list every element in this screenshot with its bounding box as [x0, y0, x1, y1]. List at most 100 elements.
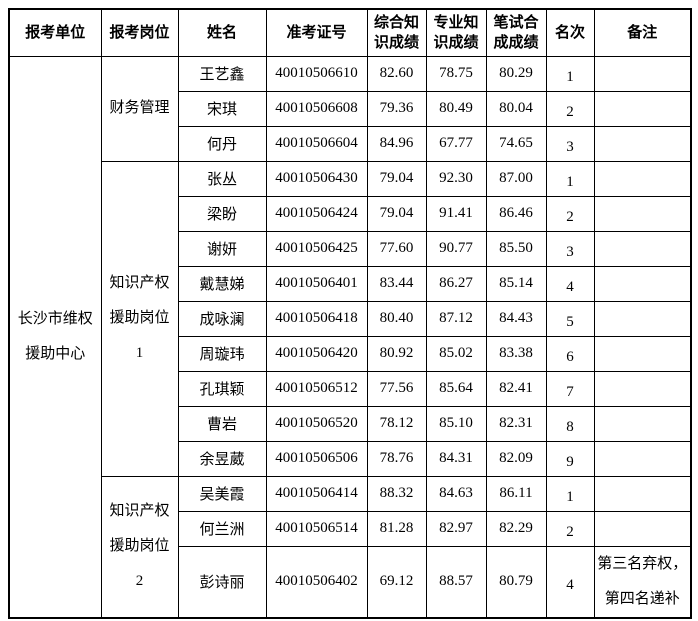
- professional-score-cell: 88.57: [425, 545, 487, 618]
- remark-cell: 第三名弃权， 第四名递补: [593, 545, 692, 618]
- comprehensive-score-cell: 79.04: [366, 160, 427, 197]
- name-cell: 吴美霞: [177, 475, 267, 512]
- name-cell: 彭诗丽: [177, 545, 267, 618]
- rank-cell: 4: [545, 545, 595, 618]
- remark-cell: [593, 90, 692, 127]
- professional-score-cell: 67.77: [425, 125, 487, 162]
- comprehensive-score-cell: 77.60: [366, 230, 427, 267]
- comprehensive-score-cell: 78.12: [366, 405, 427, 442]
- composite-score-cell: 86.46: [485, 195, 547, 232]
- professional-score-cell: 78.75: [425, 55, 487, 92]
- rank-value: 1: [566, 489, 574, 505]
- professional-score-cell: 80.49: [425, 90, 487, 127]
- table-row: 周璇玮 40010506420 80.92 85.02 83.38 6: [9, 335, 692, 372]
- ticket-cell: 40010506402: [265, 545, 368, 618]
- name-cell: 孔琪颖: [177, 370, 267, 407]
- ticket-cell: 40010506430: [265, 160, 368, 197]
- header-rank: 名次: [545, 8, 595, 57]
- rank-value: 3: [566, 244, 574, 260]
- header-row: 报考单位 报考岗位 姓名 准考证号 综合知 识成绩 专业知 识成绩 笔试合 成成…: [8, 8, 692, 57]
- ticket-cell: 40010506418: [265, 300, 368, 337]
- comprehensive-score-cell: 77.56: [366, 370, 427, 407]
- table-row: 曹岩 40010506520 78.12 85.10 82.31 8: [9, 405, 692, 442]
- remark-cell: [593, 265, 692, 302]
- name-cell: 何丹: [177, 125, 267, 162]
- composite-score-cell: 74.65: [485, 125, 547, 162]
- remark-cell: [593, 475, 692, 512]
- ticket-cell: 40010506401: [265, 265, 368, 302]
- unit-cell: 长沙市维权 援助中心: [8, 55, 102, 618]
- position-cell: 财务管理: [100, 55, 179, 162]
- remark-cell: [593, 440, 692, 477]
- composite-score-cell: 87.00: [485, 160, 547, 197]
- composite-score-cell: 82.09: [485, 440, 547, 477]
- header-name: 姓名: [177, 8, 267, 57]
- table-row: 宋琪 40010506608 79.36 80.49 80.04 2: [9, 90, 692, 127]
- rank-value: 1: [566, 69, 574, 85]
- professional-score-cell: 90.77: [425, 230, 487, 267]
- table-header: 报考单位 报考岗位 姓名 准考证号 综合知 识成绩 专业知 识成绩 笔试合 成成…: [8, 8, 692, 57]
- composite-score-cell: 82.41: [485, 370, 547, 407]
- header-unit: 报考单位: [8, 8, 102, 57]
- comprehensive-score-cell: 82.60: [366, 55, 427, 92]
- professional-score-cell: 87.12: [425, 300, 487, 337]
- table-row: 戴慧娣 40010506401 83.44 86.27 85.14 4: [9, 265, 692, 302]
- score-table-body: 长沙市维权 援助中心 财务管理 王艺鑫 40010506610 82.60 78.75 80…: [8, 55, 692, 618]
- rank-cell: 4: [545, 265, 595, 302]
- position-cell: 知识产权 援助岗位 1: [100, 160, 179, 477]
- rank-value: 4: [566, 577, 574, 593]
- comprehensive-score-cell: 88.32: [366, 475, 427, 512]
- table-row: 知识产权 援助岗位 1 张丛 40010506430 79.04 92.30 87.00 1: [9, 160, 692, 477]
- rank-cell: 7: [545, 370, 595, 407]
- header-professional-score: 专业知 识成绩: [425, 8, 487, 57]
- ticket-cell: 40010506414: [265, 475, 368, 512]
- rank-value: 4: [566, 279, 574, 295]
- table-row: 知识产权 援助岗位 2 吴美霞 40010506414 88.32 84.63 86.11…: [9, 475, 692, 618]
- name-cell: 宋琪: [177, 90, 267, 127]
- ticket-cell: 40010506424: [265, 195, 368, 232]
- remark-cell: [593, 510, 692, 547]
- professional-score-cell: 82.97: [425, 510, 487, 547]
- rank-value: 2: [566, 524, 574, 540]
- name-cell: 谢妍: [177, 230, 267, 267]
- ticket-cell: 40010506512: [265, 370, 368, 407]
- header-composite-score: 笔试合 成成绩: [485, 8, 547, 57]
- rank-value: 5: [566, 314, 574, 330]
- rank-value: 1: [566, 174, 574, 190]
- rank-value: 3: [566, 139, 574, 155]
- rank-cell: 1: [545, 55, 595, 92]
- ticket-cell: 40010506506: [265, 440, 368, 477]
- comprehensive-score-cell: 81.28: [366, 510, 427, 547]
- remark-cell: [593, 160, 692, 197]
- composite-score-cell: 80.29: [485, 55, 547, 92]
- professional-score-cell: 84.63: [425, 475, 487, 512]
- rank-cell: 3: [545, 125, 595, 162]
- rank-cell: 8: [545, 405, 595, 442]
- ticket-cell: 40010506420: [265, 335, 368, 372]
- name-cell: 何兰洲: [177, 510, 267, 547]
- rank-value: 2: [566, 209, 574, 225]
- rank-value: 6: [566, 349, 574, 365]
- remark-cell: [593, 55, 692, 92]
- ticket-cell: 40010506514: [265, 510, 368, 547]
- composite-score-cell: 85.14: [485, 265, 547, 302]
- composite-score-cell: 80.04: [485, 90, 547, 127]
- rank-value: 2: [566, 104, 574, 120]
- professional-score-cell: 91.41: [425, 195, 487, 232]
- rank-cell: 3: [545, 230, 595, 267]
- name-cell: 曹岩: [177, 405, 267, 442]
- remark-cell: [593, 300, 692, 337]
- name-cell: 张丛: [177, 160, 267, 197]
- rank-cell: 2: [545, 195, 595, 232]
- header-position: 报考岗位: [100, 8, 179, 57]
- header-remark: 备注: [593, 8, 692, 57]
- rank-cell: 9: [545, 440, 595, 477]
- rank-cell: 2: [545, 510, 595, 547]
- composite-score-cell: 80.79: [485, 545, 547, 618]
- composite-score-cell: 82.31: [485, 405, 547, 442]
- comprehensive-score-cell: 69.12: [366, 545, 427, 618]
- ticket-cell: 40010506604: [265, 125, 368, 162]
- composite-score-cell: 86.11: [485, 475, 547, 512]
- remark-cell: [593, 405, 692, 442]
